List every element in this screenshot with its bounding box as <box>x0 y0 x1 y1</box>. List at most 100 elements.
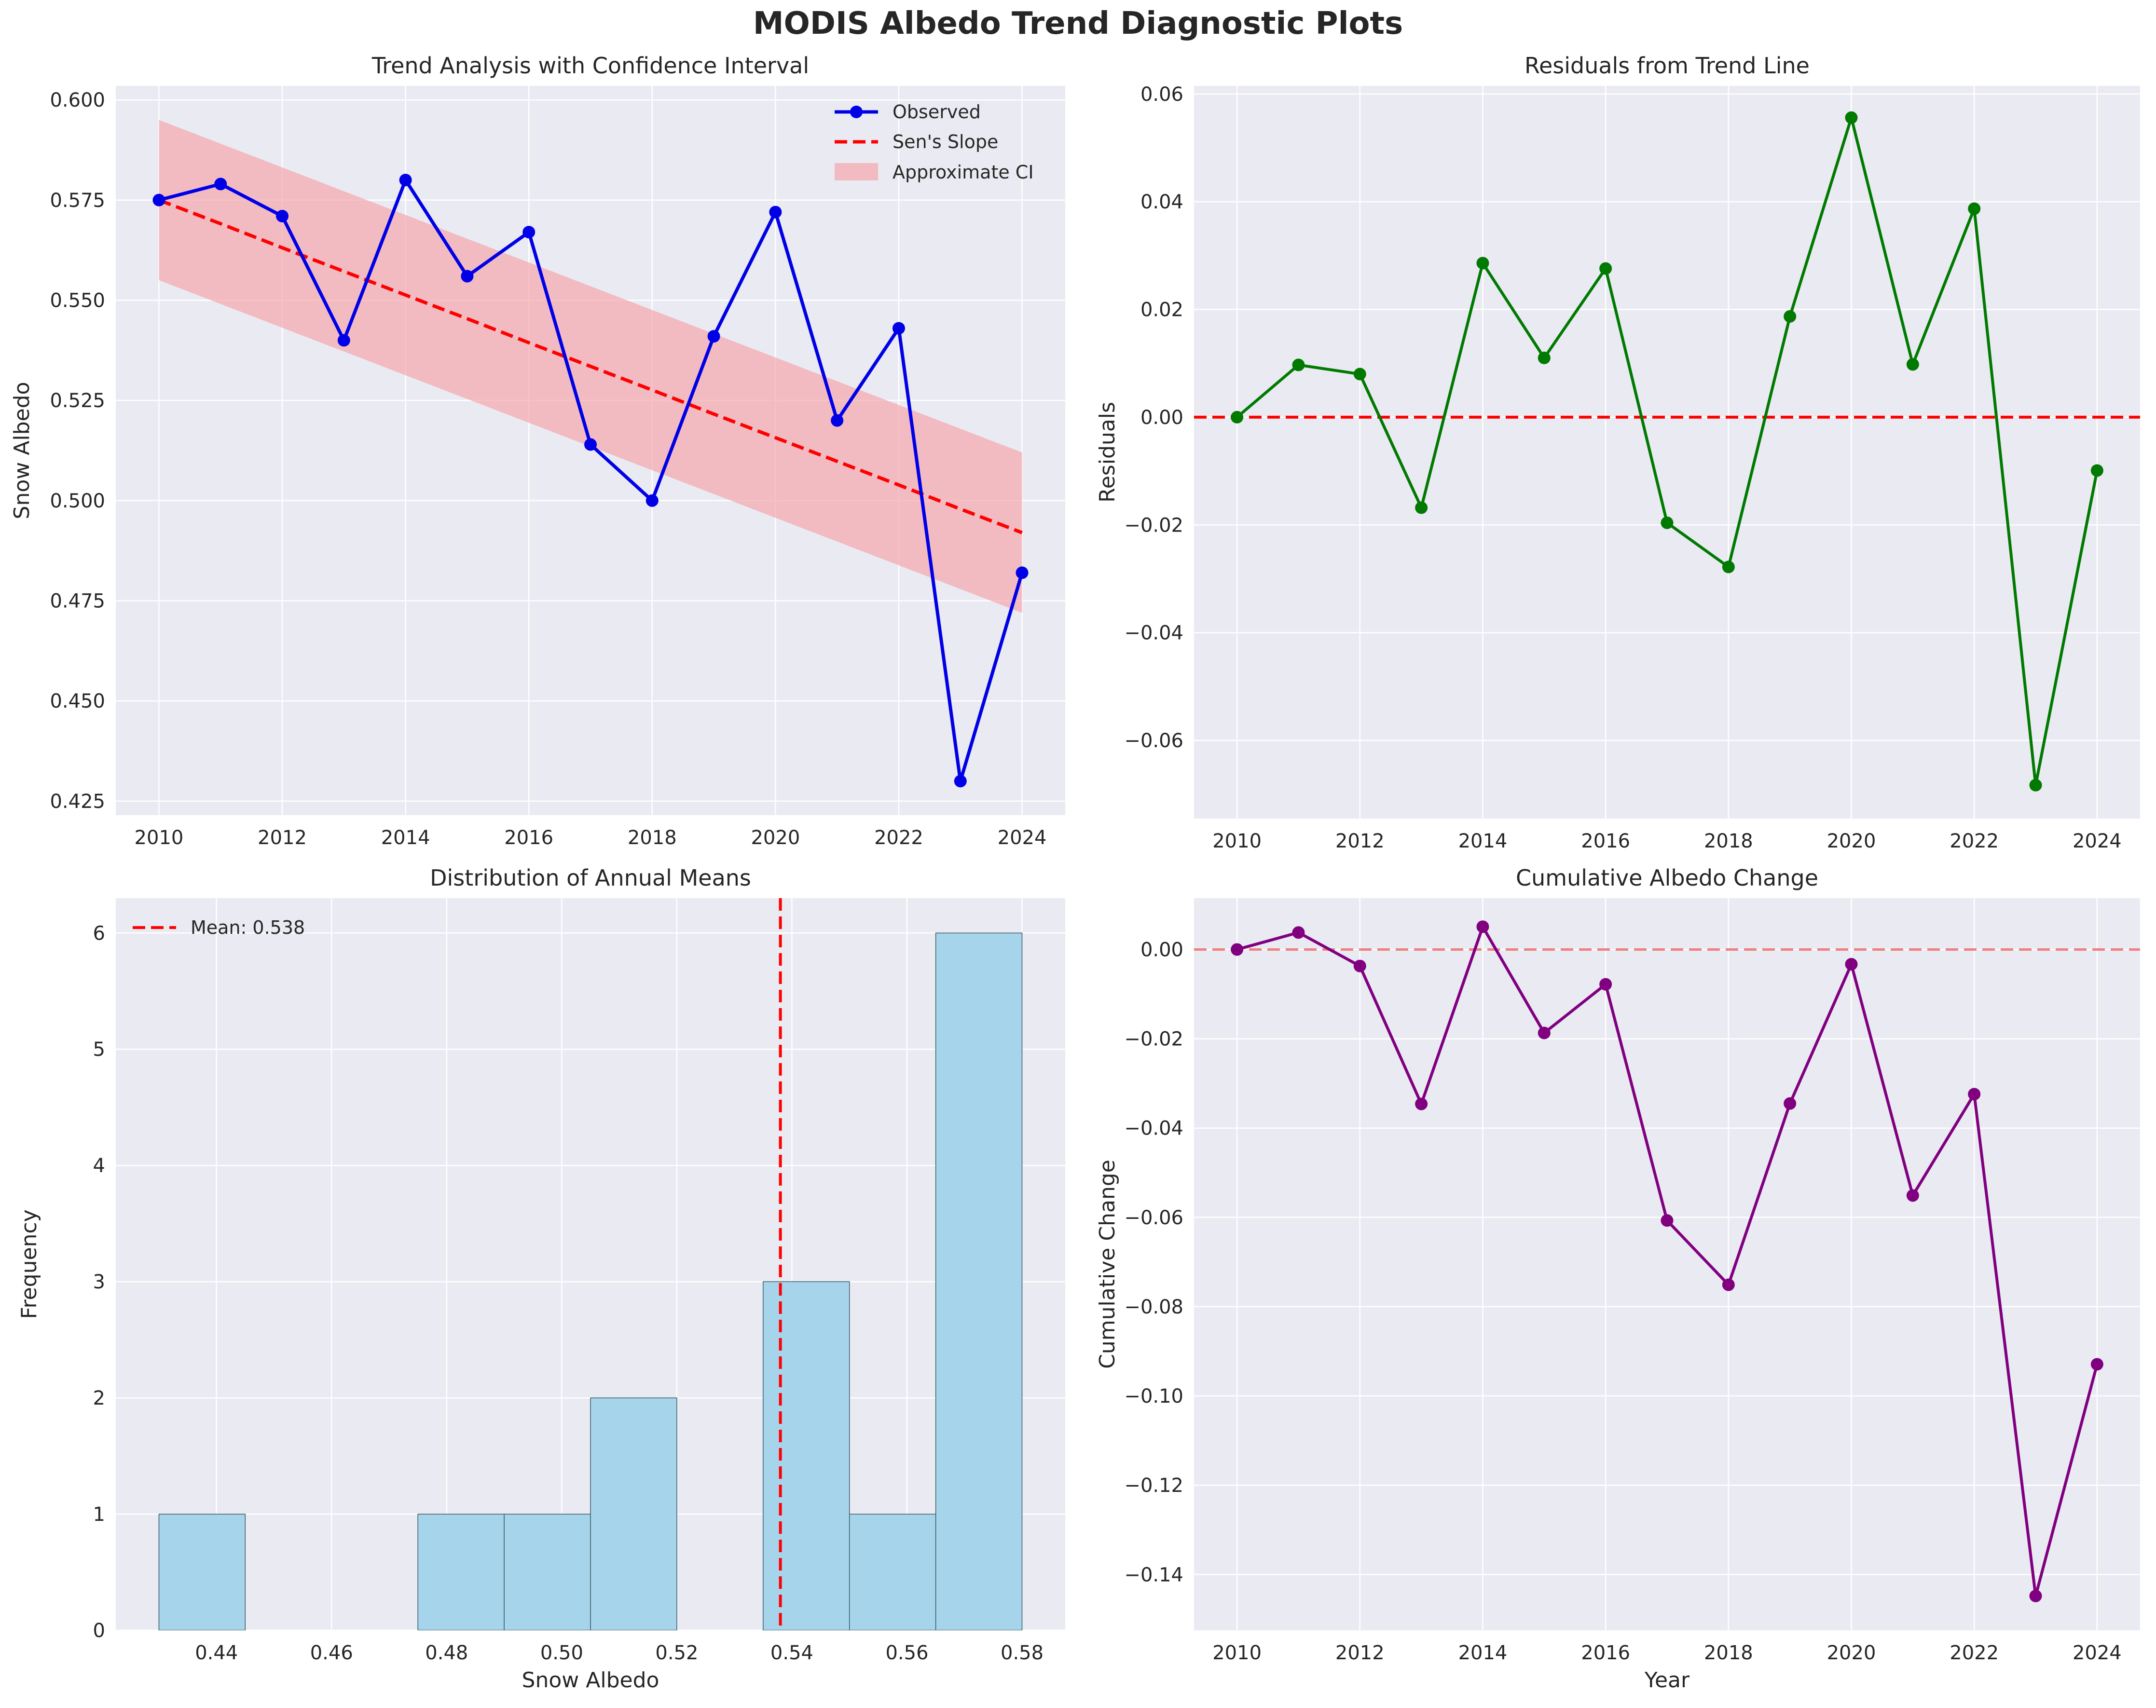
plot-area-background <box>1194 898 2140 1630</box>
x-tick-label: 0.52 <box>655 1642 698 1664</box>
x-tick-label: 2020 <box>1827 830 1876 852</box>
x-axis-label: Year <box>1644 1668 1690 1693</box>
observed-point <box>954 775 967 788</box>
cumulative-point <box>1599 978 1612 991</box>
residual-point <box>1906 358 1919 371</box>
x-tick-label: 0.46 <box>310 1642 353 1664</box>
y-tick-label: 0.500 <box>50 490 105 512</box>
residual-point <box>1784 310 1797 323</box>
legend: Observed Sen's Slope Approximate CI <box>835 101 1034 183</box>
x-tick-label: 2012 <box>1335 1642 1385 1664</box>
observed-point <box>399 174 412 187</box>
x-tick-label: 2018 <box>1704 830 1753 852</box>
cumulative-point <box>1906 1189 1919 1202</box>
y-tick-label: 1 <box>93 1503 105 1526</box>
residual-point <box>1538 352 1551 365</box>
x-tick-label: 2018 <box>628 827 677 849</box>
y-axis-label: Residuals <box>1095 402 1120 503</box>
y-tick-label: −0.02 <box>1124 1028 1183 1051</box>
panel-1: 2010 2012 2014 2016 2018 2020 2022 2024 0.425 0.4… <box>10 53 1065 849</box>
observed-point <box>1016 566 1029 579</box>
observed-point <box>645 494 659 507</box>
y-tick-label: −0.14 <box>1124 1564 1183 1586</box>
observed-point <box>337 334 350 347</box>
y-tick-label: 0.600 <box>50 89 105 111</box>
legend: Mean: 0.538 <box>133 917 305 938</box>
y-tick-label: 0.06 <box>1140 83 1183 106</box>
y-tick-label: 0.02 <box>1140 299 1183 321</box>
residual-point <box>2029 779 2042 792</box>
y-tick-label: 0.450 <box>50 690 105 712</box>
cumulative-point <box>2029 1589 2042 1602</box>
y-tick-label: −0.10 <box>1124 1385 1183 1407</box>
panel-title: Cumulative Albedo Change <box>1516 865 1818 891</box>
residual-point <box>1415 501 1428 514</box>
plot-marks <box>152 120 1029 788</box>
residual-point <box>1292 358 1305 371</box>
y-tick-label: 0.550 <box>50 289 105 312</box>
x-tick-label: 2020 <box>751 827 800 849</box>
observed-point <box>831 414 844 427</box>
observed-point <box>584 438 597 451</box>
x-tick-label: 2022 <box>874 827 923 849</box>
panel-title: Residuals from Trend Line <box>1524 53 1810 79</box>
y-tick-label: −0.02 <box>1124 514 1183 536</box>
y-tick-label: −0.08 <box>1124 1296 1183 1318</box>
grid-lines <box>1194 898 2140 1630</box>
x-tick-label: 2016 <box>504 827 553 849</box>
residual-point <box>1845 111 1858 124</box>
legend-label-mean: Mean: 0.538 <box>191 917 305 938</box>
y-tick-label: 0.575 <box>50 190 105 212</box>
panel-3: 0.44 0.46 0.48 0.50 0.52 0.54 0.56 0.58 0 1 2 3 4 5 6 D… <box>17 865 1065 1693</box>
cumulative-point <box>1353 959 1366 972</box>
residual-point <box>1353 368 1366 381</box>
x-tick-label: 2014 <box>381 827 430 849</box>
y-tick-label: −0.04 <box>1124 1118 1183 1140</box>
residual-point <box>1722 560 1735 574</box>
panel-title: Trend Analysis with Confidence Interval <box>371 53 809 79</box>
x-tick-label: 2024 <box>998 827 1047 849</box>
y-tick-label: −0.06 <box>1124 730 1183 752</box>
legend-marker-observed <box>850 106 863 118</box>
x-tick-label: 2020 <box>1827 1642 1876 1664</box>
cumulative-point <box>1415 1097 1428 1110</box>
histogram-bar <box>504 1514 591 1630</box>
y-axis-label: Cumulative Change <box>1095 1160 1120 1369</box>
panel-title: Distribution of Annual Means <box>430 865 751 891</box>
legend-swatch-ci <box>835 163 878 180</box>
figure-title: MODIS Albedo Trend Diagnostic Plots <box>753 6 1403 41</box>
panel-4: 2010 2012 2014 2016 2018 2020 2022 2024 −0.14 −0.… <box>1095 865 2140 1693</box>
x-tick-label: 2024 <box>2073 830 2122 852</box>
x-tick-label: 0.50 <box>540 1642 583 1664</box>
plot-area-background <box>1194 86 2140 819</box>
histogram-bar <box>417 1514 505 1630</box>
x-tick-label: 2022 <box>1950 1642 1999 1664</box>
cumulative-point <box>1231 943 1244 956</box>
y-tick-label: 0.00 <box>1140 939 1183 961</box>
y-tick-label: 4 <box>93 1155 105 1177</box>
histogram-bar <box>158 1514 246 1630</box>
histogram-bar <box>849 1514 936 1630</box>
cumulative-point <box>2090 1358 2103 1371</box>
x-tick-label: 0.44 <box>195 1642 238 1664</box>
y-axis-label: Frequency <box>17 1209 41 1319</box>
legend-label-ci: Approximate CI <box>893 162 1034 183</box>
y-tick-label: 0.04 <box>1140 191 1183 213</box>
observed-point <box>214 178 227 191</box>
cumulative-point <box>1845 957 1858 970</box>
histogram-bar <box>935 932 1023 1630</box>
observed-point <box>152 193 165 206</box>
plot-marks <box>158 898 1023 1630</box>
legend-label-observed: Observed <box>893 101 981 123</box>
residual-point <box>1968 202 1981 215</box>
x-tick-label: 0.48 <box>425 1642 468 1664</box>
x-tick-label: 2024 <box>2073 1642 2122 1664</box>
x-tick-label: 2018 <box>1704 1642 1753 1664</box>
cumulative-point <box>1784 1097 1797 1110</box>
y-tick-label: 6 <box>93 922 105 944</box>
y-tick-label: 0.525 <box>50 390 105 412</box>
observed-point <box>769 205 782 219</box>
y-tick-label: 0.00 <box>1140 407 1183 429</box>
y-axis-label: Snow Albedo <box>10 382 34 519</box>
